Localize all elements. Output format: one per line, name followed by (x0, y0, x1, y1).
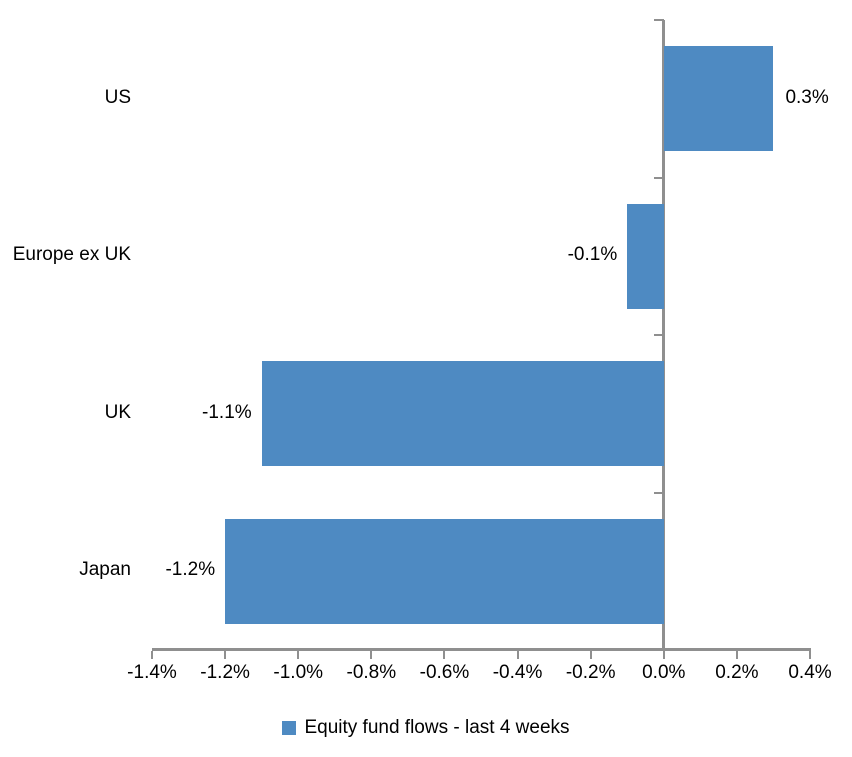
x-axis-tick-label: -0.8% (346, 662, 397, 683)
x-axis-tick-label: -0.2% (565, 662, 616, 683)
legend-label: Equity fund flows - last 4 weeks (304, 717, 570, 738)
bar (627, 203, 664, 309)
x-axis-tick-label: -1.2% (200, 662, 250, 683)
x-axis-tick-label: -1.0% (273, 662, 324, 683)
bar (663, 46, 774, 152)
category-axis-tick (653, 334, 664, 336)
x-axis-tick-label: 0.4% (788, 662, 832, 683)
x-axis-tick-label: -0.6% (419, 662, 470, 683)
category-axis-line (662, 20, 666, 650)
category-label: US (104, 86, 131, 108)
category-label: UK (104, 401, 131, 423)
category-axis-tick (653, 176, 664, 179)
category-axis-tick (653, 491, 664, 494)
category-label: Europe ex UK (12, 244, 131, 266)
category-label: Japan (79, 559, 131, 581)
bar-data-label: -1.2% (165, 559, 216, 581)
bar (225, 518, 664, 624)
x-axis-tick (589, 651, 592, 659)
bar (261, 361, 664, 467)
bar-data-label: -1.1% (202, 401, 252, 423)
x-axis-tick (735, 651, 738, 659)
legend-swatch-icon (282, 721, 297, 735)
x-axis-tick (151, 651, 153, 659)
x-axis-tick (662, 651, 665, 659)
x-axis-tick-label: 0.0% (642, 662, 686, 683)
x-axis-tick-label: -0.4% (492, 662, 543, 683)
x-axis-tick (443, 651, 446, 659)
x-axis-tick (516, 651, 519, 659)
x-axis-tick-label: -1.4% (127, 662, 177, 683)
x-axis-line (152, 648, 811, 651)
x-axis-tick (809, 651, 811, 659)
bar-data-label: 0.3% (785, 86, 829, 108)
legend: Equity fund flows - last 4 weeks (0, 714, 852, 742)
x-axis-tick (297, 651, 300, 659)
category-axis-tick (653, 19, 664, 21)
x-axis-tick (224, 651, 227, 659)
bar-data-label: -0.1% (567, 244, 618, 266)
x-axis-tick-label: 0.2% (715, 662, 759, 683)
x-axis-tick (370, 651, 373, 659)
